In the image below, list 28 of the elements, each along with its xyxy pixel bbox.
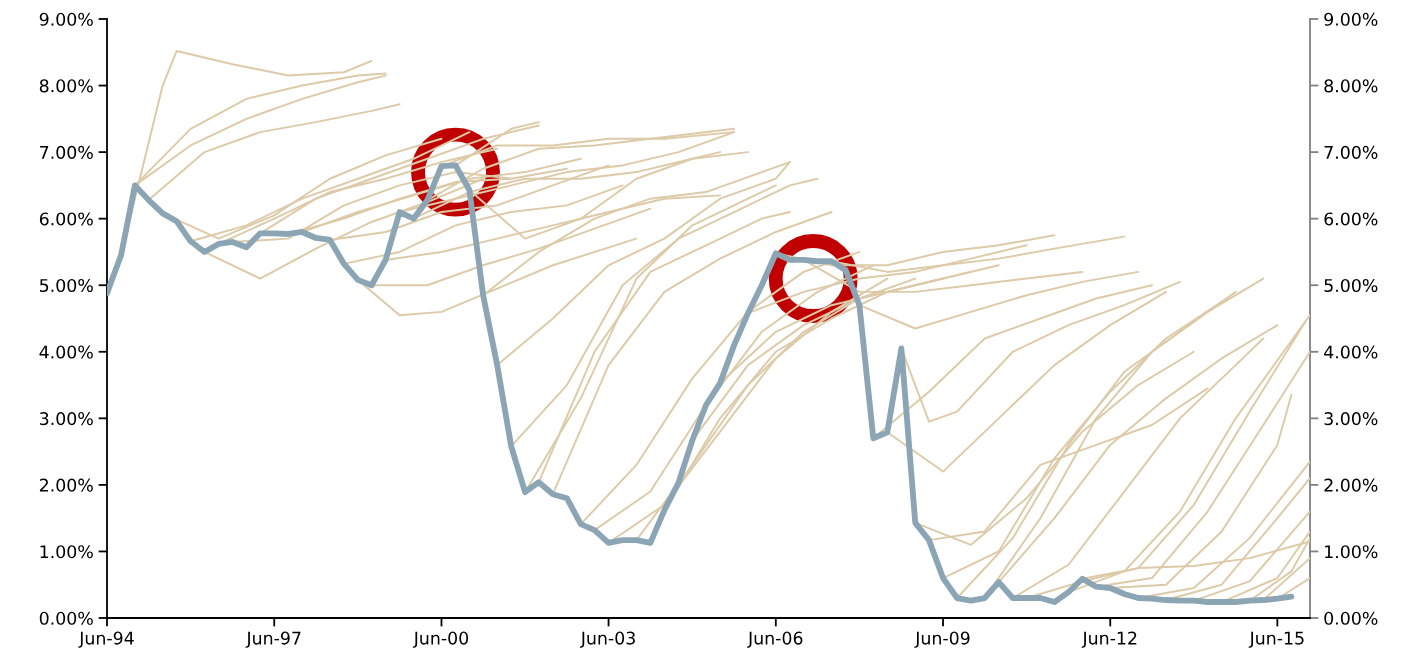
y-tick-label: 6.00% [39,212,93,226]
y2-tick-label: 5.00% [1324,278,1378,293]
x-tick-label: Jun-12 [1081,631,1137,648]
y2-tick-label: 6.00% [1324,212,1378,226]
y2-tick-label: 3.00% [1324,412,1378,426]
x-tick-label: Jun-09 [914,631,970,648]
x-tick-label: Jun-00 [412,631,469,648]
y2-tick-label: 7.00% [1324,145,1378,159]
y-tick-label: 4.00% [39,345,93,359]
y2-tick-label: 0.00% [1324,611,1378,625]
y2-tick-label: 9.00% [1324,12,1378,26]
y-tick-label: 2.00% [39,478,93,492]
y-tick-label: 5.00% [39,278,93,293]
y-tick-label: 3.00% [39,412,93,426]
y2-tick-label: 4.00% [1324,345,1378,359]
y2-tick-label: 2.00% [1324,478,1378,492]
x-tick-label: Jun-03 [579,631,635,648]
x-tick-label: Jun-94 [78,631,134,648]
y2-tick-label: 8.00% [1324,79,1378,93]
x-tick-label: Jun-15 [1248,631,1304,648]
y-tick-label: 8.00% [39,79,93,93]
x-tick-label: Jun-97 [245,631,301,648]
y-tick-label: 7.00% [40,145,93,159]
y-tick-label: 1.00% [40,545,93,559]
y-tick-label: 0.00% [39,611,93,625]
y2-tick-label: 1.00% [1325,545,1378,559]
x-tick-label: Jun-06 [747,631,803,648]
y-tick-label: 9.00% [39,12,93,26]
